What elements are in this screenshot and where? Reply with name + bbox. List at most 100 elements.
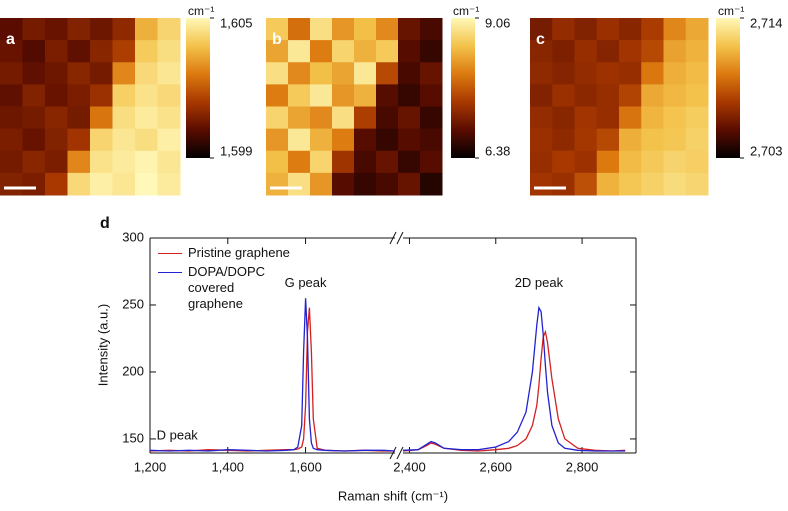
heatmap-cell bbox=[596, 62, 620, 85]
heatmap-cell bbox=[310, 62, 333, 85]
heatmap-cell bbox=[266, 172, 289, 196]
heatmap-cell bbox=[398, 150, 421, 174]
heatmap-cell bbox=[641, 172, 664, 196]
heatmap-cell bbox=[552, 40, 575, 63]
heatmap-cell bbox=[310, 84, 333, 107]
colorbar bbox=[186, 18, 210, 158]
panel-label: c bbox=[536, 31, 545, 48]
heatmap-cell bbox=[266, 150, 289, 174]
heatmap-cell bbox=[90, 84, 113, 107]
heatmap-cell bbox=[596, 106, 620, 130]
heatmap-cell bbox=[530, 18, 553, 41]
y-axis-label: Intensity (a.u.) bbox=[95, 304, 110, 386]
heatmap-cell bbox=[67, 128, 91, 152]
heatmap-cell bbox=[22, 40, 46, 63]
heatmap-cell bbox=[596, 172, 620, 196]
heatmap-cell bbox=[530, 150, 553, 174]
heatmap-cell bbox=[619, 18, 642, 41]
heatmap-cell bbox=[266, 40, 289, 63]
heatmap-cell bbox=[354, 106, 377, 130]
heatmap-cell bbox=[45, 106, 68, 130]
annotation: G peak bbox=[285, 275, 327, 290]
heatmap-cell bbox=[0, 84, 23, 107]
heatmap-cell bbox=[310, 150, 333, 174]
heatmap-cell bbox=[398, 62, 421, 85]
heatmap-cell bbox=[0, 128, 23, 152]
heatmap-cell bbox=[22, 150, 46, 174]
heatmap-cell bbox=[354, 172, 377, 196]
heatmap-cell bbox=[67, 62, 91, 85]
heatmap-cell bbox=[663, 40, 687, 63]
heatmap-cell bbox=[288, 18, 311, 41]
heatmap-cell bbox=[663, 84, 687, 107]
heatmap-cell bbox=[266, 128, 289, 152]
axis-break bbox=[396, 446, 404, 460]
heatmap-cell bbox=[157, 84, 181, 107]
heatmap-cell bbox=[135, 40, 158, 63]
heatmap-cell bbox=[552, 128, 575, 152]
heatmap-cell bbox=[0, 106, 23, 130]
heatmap-cell bbox=[398, 18, 421, 41]
heatmap-cell bbox=[112, 106, 136, 130]
heatmap-cell bbox=[663, 18, 687, 41]
colorbar-tick-label: 1,599 bbox=[220, 143, 253, 158]
heatmap-cell bbox=[574, 18, 598, 41]
heatmap-cell bbox=[641, 84, 664, 107]
heatmap-cell bbox=[157, 18, 181, 41]
heatmap-cell bbox=[67, 84, 91, 107]
heatmap-cell bbox=[67, 18, 91, 41]
heatmap-cell bbox=[641, 62, 664, 85]
heatmap-cell bbox=[135, 84, 158, 107]
heatmap-cell bbox=[619, 84, 642, 107]
heatmap-cell bbox=[90, 18, 113, 41]
series-line bbox=[402, 305, 626, 452]
y-tick-label: 200 bbox=[122, 363, 144, 378]
colorbar-tick-label: 6.38 bbox=[485, 143, 510, 158]
heatmap-cell bbox=[288, 40, 311, 63]
colorbar-label: cm⁻¹ bbox=[718, 4, 744, 18]
heatmap-cell bbox=[266, 106, 289, 130]
heatmap-cell bbox=[596, 40, 620, 63]
axis-break bbox=[389, 231, 397, 245]
heatmap-cell bbox=[685, 150, 709, 174]
heatmap-cell bbox=[619, 40, 642, 63]
heatmap-cell bbox=[420, 62, 443, 85]
heatmap-cell bbox=[22, 62, 46, 85]
heatmap-cell bbox=[310, 128, 333, 152]
heatmap-cell bbox=[310, 172, 333, 196]
heatmap-cell bbox=[288, 172, 311, 196]
heatmap-cell bbox=[266, 62, 289, 85]
heatmap-cell bbox=[663, 172, 687, 196]
heatmap-cell bbox=[310, 106, 333, 130]
heatmap-cell bbox=[332, 106, 355, 130]
x-tick-label: 1,200 bbox=[134, 459, 167, 474]
heatmap-cell bbox=[45, 150, 68, 174]
heatmap-cell bbox=[90, 106, 113, 130]
heatmap-cell bbox=[420, 40, 443, 63]
heatmap-cell bbox=[420, 172, 443, 196]
heatmap-cell bbox=[354, 40, 377, 63]
heatmap-cell bbox=[552, 150, 575, 174]
heatmap-cell bbox=[663, 150, 687, 174]
heatmap-cell bbox=[0, 150, 23, 174]
heatmap-cell bbox=[376, 106, 399, 130]
heatmap-cell bbox=[574, 150, 598, 174]
heatmap-cell bbox=[376, 40, 399, 63]
heatmap-cell bbox=[45, 84, 68, 107]
heatmap-cell bbox=[288, 106, 311, 130]
legend-entry: Pristine graphene bbox=[158, 245, 290, 261]
heatmap-cell bbox=[67, 150, 91, 174]
heatmap-cell bbox=[45, 18, 68, 41]
heatmap-cell bbox=[0, 40, 23, 63]
heatmap-cell bbox=[67, 106, 91, 130]
legend-label: DOPA/DOPC covered graphene bbox=[188, 264, 266, 311]
heatmap-cell bbox=[45, 40, 68, 63]
heatmap-cell bbox=[22, 84, 46, 107]
heatmap-cell bbox=[574, 62, 598, 85]
heatmap-cell bbox=[112, 84, 136, 107]
legend-swatch bbox=[158, 272, 182, 273]
x-tick-label: 2,600 bbox=[479, 459, 512, 474]
heatmap-cell bbox=[619, 150, 642, 174]
